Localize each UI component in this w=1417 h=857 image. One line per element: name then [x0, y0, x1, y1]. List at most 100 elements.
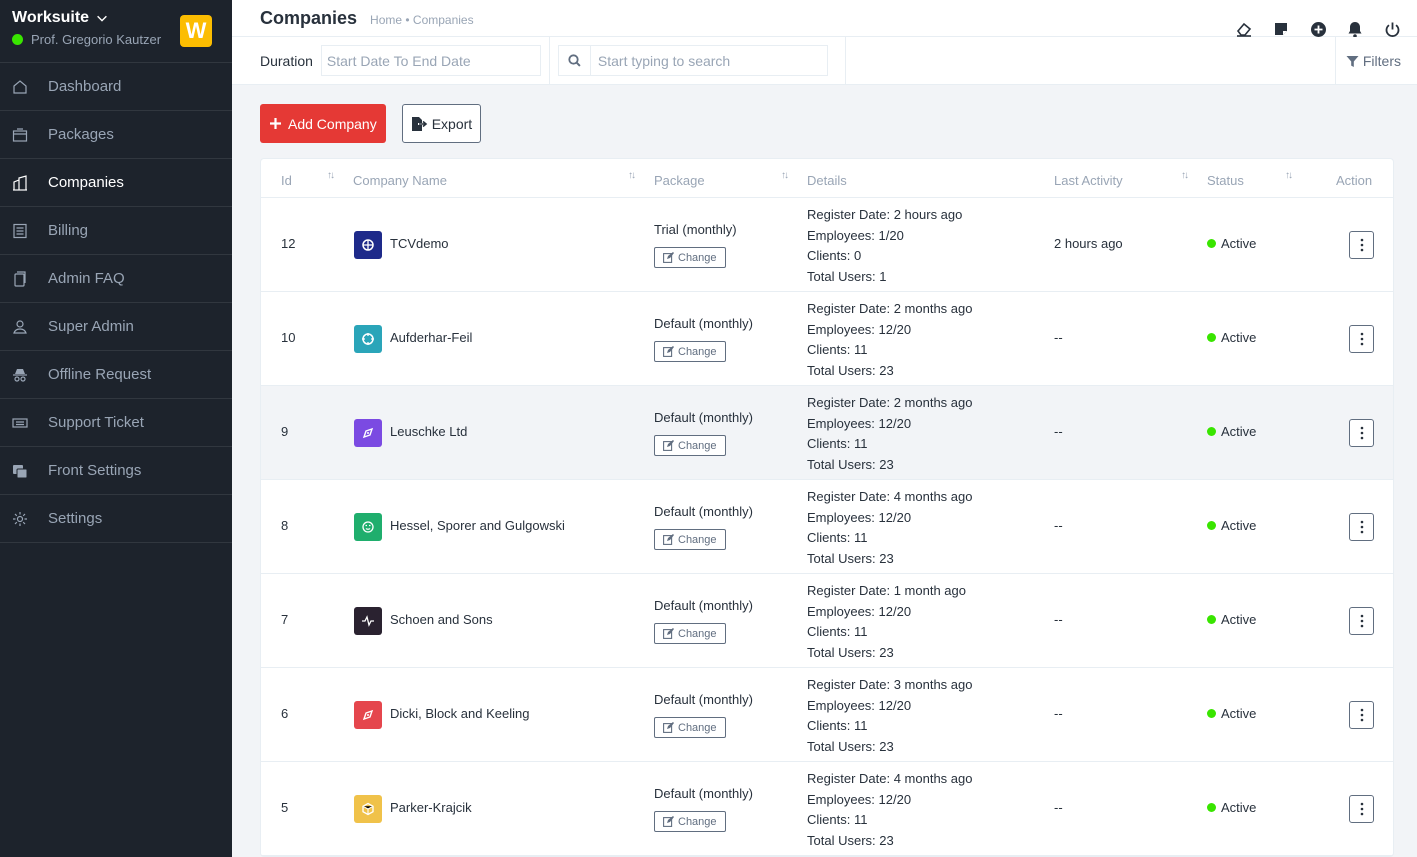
search-input[interactable] [590, 46, 826, 75]
sort-icon[interactable]: ↑↓ [1285, 170, 1293, 181]
export-button[interactable]: Export [401, 104, 482, 143]
company-logo-icon [354, 795, 382, 823]
content: Add Company Export Id ↑↓ Company Name ↑↓… [232, 85, 1417, 857]
company-details: Register Date: 1 month ago Employees: 12/… [807, 581, 966, 663]
last-activity: -- [1054, 706, 1063, 721]
company-name-link[interactable]: Parker-Krajcik [390, 800, 472, 815]
person-icon [12, 319, 28, 335]
company-details: Register Date: 2 months ago Employees: 12… [807, 299, 972, 381]
change-package-button[interactable]: Change [654, 623, 726, 644]
sidebar-item-front-settings[interactable]: Front Settings [0, 447, 232, 495]
company-logo-icon [354, 701, 382, 729]
sidebar-item-super-admin[interactable]: Super Admin [0, 303, 232, 351]
company-logo-icon [354, 607, 382, 635]
company-name-link[interactable]: Hessel, Sporer and Gulgowski [390, 518, 565, 533]
add-company-button[interactable]: Add Company [260, 104, 386, 143]
sort-icon[interactable]: ↑↓ [628, 170, 636, 181]
company-name-link[interactable]: Aufderhar-Feil [390, 330, 473, 345]
company-id: 12 [281, 236, 296, 251]
duration-label: Duration [260, 52, 313, 69]
detail-line: Clients: 0 [807, 248, 862, 263]
company-logo-icon [354, 419, 382, 447]
sidebar-item-admin-faq[interactable]: Admin FAQ [0, 255, 232, 303]
row-actions-button[interactable] [1349, 513, 1374, 541]
eraser-icon[interactable] [1235, 20, 1253, 38]
detail-line: Total Users: 23 [807, 362, 894, 378]
company-logo-icon [354, 325, 382, 353]
edit-icon [663, 252, 674, 263]
row-actions-button[interactable] [1349, 607, 1374, 635]
sidebar-item-label: Settings [48, 510, 103, 527]
add-company-label: Add Company [288, 115, 377, 132]
status-label: Active [1221, 518, 1257, 533]
last-activity: -- [1054, 800, 1063, 815]
sort-icon[interactable]: ↑↓ [1181, 170, 1189, 181]
sort-icon[interactable]: ↑↓ [327, 170, 335, 181]
table-row: 7 Schoen and Sons Default (monthly) Change R… [261, 574, 1393, 668]
kebab-menu-icon [1360, 802, 1363, 816]
sidebar-item-billing[interactable]: Billing [0, 207, 232, 255]
bell-icon[interactable] [1346, 20, 1364, 38]
date-range-input[interactable]: Start Date To End Date [320, 45, 541, 76]
power-icon[interactable] [1383, 20, 1401, 38]
header-status[interactable]: Status [1207, 173, 1244, 188]
row-actions-button[interactable] [1349, 231, 1374, 259]
change-package-button[interactable]: Change [654, 529, 726, 550]
table-row: 5 Parker-Krajcik Default (monthly) Change Re… [261, 762, 1393, 856]
status-badge: Active [1207, 424, 1256, 439]
change-label: Change [678, 721, 717, 734]
company-name-link[interactable]: Dicki, Block and Keeling [390, 706, 530, 721]
header-id[interactable]: Id [281, 173, 292, 188]
sidebar-item-dashboard[interactable]: Dashboard [0, 63, 232, 111]
change-package-button[interactable]: Change [654, 811, 726, 832]
sidebar-item-label: Dashboard [48, 78, 122, 95]
detail-line: Register Date: 2 months ago [807, 301, 973, 316]
company-name-link[interactable]: Leuschke Ltd [390, 424, 468, 439]
status-dot [1207, 615, 1216, 624]
sort-icon[interactable]: ↑↓ [781, 170, 789, 181]
detail-line: Register Date: 2 hours ago [807, 207, 963, 222]
header-company-name[interactable]: Company Name [353, 173, 447, 188]
change-package-button[interactable]: Change [654, 435, 726, 456]
sidebar-item-label: Support Ticket [48, 414, 144, 431]
workspace-switcher[interactable]: Worksuite [12, 9, 220, 27]
company-id: 8 [281, 518, 289, 533]
divider [548, 36, 550, 85]
last-activity: -- [1054, 424, 1063, 439]
header-last-activity[interactable]: Last Activity [1054, 173, 1123, 188]
sidebar-item-support-ticket[interactable]: Support Ticket [0, 399, 232, 447]
sticky-note-icon[interactable] [1272, 20, 1290, 38]
kebab-menu-icon [1360, 238, 1363, 252]
row-actions-button[interactable] [1349, 795, 1374, 823]
plus-icon [270, 118, 281, 129]
sidebar-item-label: Packages [48, 126, 114, 143]
sidebar-item-companies[interactable]: Companies [0, 159, 232, 207]
current-user: Prof. Gregorio Kautzer [12, 32, 220, 47]
export-label: Export [431, 115, 473, 132]
change-package-button[interactable]: Change [654, 247, 726, 268]
document-icon [12, 270, 28, 287]
kebab-menu-icon [1360, 614, 1363, 628]
filters-button[interactable]: Filters [1334, 37, 1417, 85]
house-icon [12, 79, 28, 95]
change-label: Change [678, 815, 717, 828]
company-name-link[interactable]: Schoen and Sons [390, 612, 493, 627]
plus-circle-icon[interactable] [1309, 20, 1327, 38]
sidebar-item-packages[interactable]: Packages [0, 111, 232, 159]
detail-line: Employees: 12/20 [807, 415, 912, 431]
row-actions-button[interactable] [1349, 325, 1374, 353]
ticket-icon [12, 415, 28, 431]
change-package-button[interactable]: Change [654, 341, 726, 362]
sidebar-item-offline-request[interactable]: Offline Request [0, 351, 232, 399]
header-package[interactable]: Package [654, 173, 705, 188]
row-actions-button[interactable] [1349, 419, 1374, 447]
change-package-button[interactable]: Change [654, 717, 726, 738]
app-logo[interactable]: W [180, 15, 212, 47]
incognito-icon [12, 367, 28, 383]
sidebar-item-settings[interactable]: Settings [0, 495, 232, 543]
company-details: Register Date: 3 months ago Employees: 12… [807, 675, 972, 757]
company-name-link[interactable]: TCVdemo [390, 236, 449, 251]
detail-line: Total Users: 23 [807, 456, 894, 472]
row-actions-button[interactable] [1349, 701, 1374, 729]
company-id: 9 [281, 424, 289, 439]
